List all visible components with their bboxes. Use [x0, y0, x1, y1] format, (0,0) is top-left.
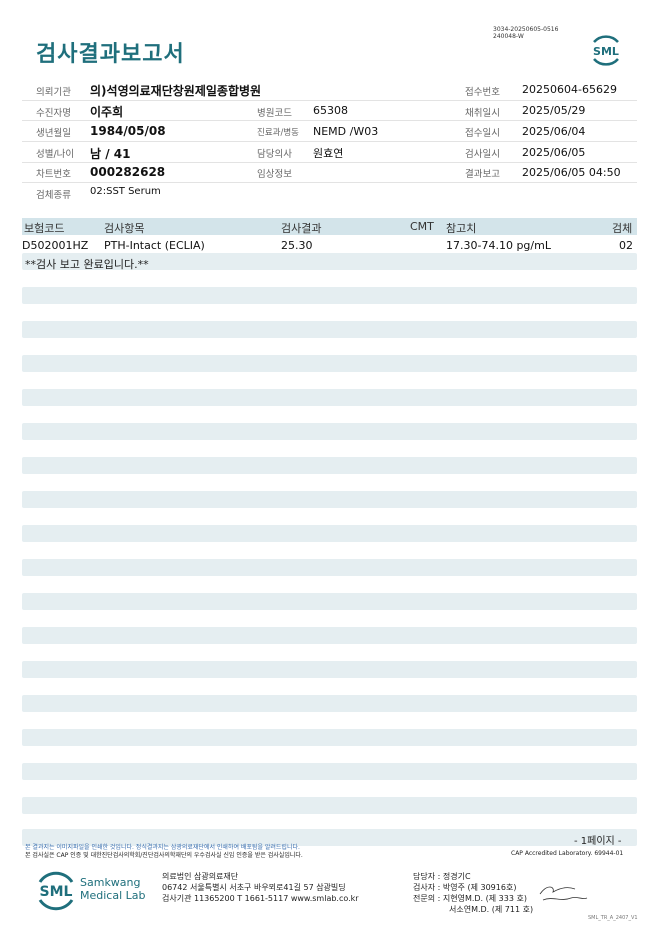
- org-name: 의료법인 삼광의료재단: [162, 872, 239, 881]
- sex-age-value: 남 / 41: [90, 147, 131, 161]
- table-stripe-row: [22, 491, 637, 508]
- receipt-date-value: 2025/06/04: [522, 125, 586, 138]
- brand-name: Samkwang Medical Lab: [80, 876, 146, 902]
- table-header: [22, 218, 637, 235]
- signature-icon: [539, 886, 588, 901]
- institution-value: 의)석영의료재단창원제일종합병원: [90, 84, 262, 98]
- table-stripe-row: [22, 627, 637, 644]
- col-item: 검사항목: [104, 222, 145, 235]
- manager: 담당자 : 정경기C: [413, 872, 471, 881]
- brand-line2: Medical Lab: [80, 889, 146, 902]
- row-ref: 17.30-74.10 pg/mL: [446, 239, 551, 252]
- table-stripe-row: [22, 287, 637, 304]
- report-date-value: 2025/06/05 04:50: [522, 166, 621, 179]
- collect-date-label: 채취일시: [465, 108, 500, 119]
- table-stripe-row: [22, 559, 637, 576]
- doc-id-line1: 3034-20250605-0516: [493, 26, 559, 33]
- sex-age-label: 성별/나이: [36, 149, 75, 160]
- test-date-label: 검사일시: [465, 149, 500, 160]
- hospital-code-value: 65308: [313, 104, 348, 117]
- tester: 검사자 : 박영주 (제 30916호): [413, 883, 517, 892]
- dept-label: 진료과/병동: [257, 128, 299, 138]
- specimen-value: 02:SST Serum: [90, 186, 161, 197]
- row-item: PTH-Intact (ECLIA): [104, 239, 205, 252]
- clinical-label: 임상정보: [257, 169, 292, 180]
- birth-label: 생년월일: [36, 128, 71, 139]
- table-stripe-row: [22, 593, 637, 610]
- institution-label: 의뢰기관: [36, 87, 71, 98]
- table-stripe-row: [22, 355, 637, 372]
- col-result: 검사결과: [281, 222, 322, 235]
- footer-band: [22, 829, 637, 846]
- cap-accreditation: CAP Accredited Laboratory. 69944-01: [511, 850, 624, 857]
- table-stripe-row: [22, 321, 637, 338]
- chart-no-value: 000282628: [90, 165, 166, 179]
- receipt-no-value: 20250604-65629: [522, 83, 617, 96]
- dept-value: NEMD /W03: [313, 125, 379, 138]
- table-stripe-row: [22, 661, 637, 678]
- org-info: 의료법인 삼광의료재단 06742 서울특별시 서초구 바우뫼로41길 57 삼…: [162, 871, 359, 904]
- form-code: SML_TR_A_2407_V1: [588, 915, 638, 921]
- collect-date-value: 2025/05/29: [522, 104, 586, 117]
- receipt-no-label: 접수번호: [465, 87, 500, 98]
- svg-text:SML: SML: [40, 884, 73, 900]
- document-id: 3034-20250605-0516 240048-W: [493, 26, 558, 40]
- staff-info: 담당자 : 정경기C 검사자 : 박영주 (제 30916호) 전문의 : 지현…: [413, 871, 533, 915]
- col-cmt: CMT: [410, 220, 434, 233]
- table-stripe-row: [22, 457, 637, 474]
- org-address: 06742 서울특별시 서초구 바우뫼로41길 57 삼광빌딩: [162, 883, 346, 892]
- hospital-code-label: 병원코드: [257, 108, 292, 119]
- birth-value: 1984/05/08: [90, 124, 166, 138]
- test-date-value: 2025/06/05: [522, 146, 586, 159]
- row-result: 25.30: [281, 239, 313, 252]
- report-date-label: 결과보고: [465, 169, 500, 180]
- doctor-label: 담당의사: [257, 149, 292, 160]
- doctor-value: 원효연: [313, 147, 344, 160]
- patient-value: 이주희: [90, 105, 124, 119]
- notice-image: 본 결과지는 이미지파일을 인쇄한 것입니다. 정식결과지는 삼광의료재단에서 …: [25, 844, 300, 851]
- chart-no-label: 차트번호: [36, 169, 71, 180]
- table-stripe-row: [22, 797, 637, 814]
- col-code: 보험코드: [24, 222, 65, 235]
- report-title: 검사결과보고서: [36, 42, 185, 67]
- col-specimen: 검체: [612, 222, 633, 235]
- table-stripe-row: [22, 253, 637, 270]
- table-stripe-row: [22, 729, 637, 746]
- table-stripe-row: [22, 763, 637, 780]
- table-stripe-row: [22, 525, 637, 542]
- doc-id-line2: 240048-W: [493, 33, 524, 40]
- table-stripe-row: [22, 423, 637, 440]
- specialist-2: 서소연M.D. (제 711 호): [449, 905, 534, 914]
- patient-label: 수진자명: [36, 108, 71, 119]
- col-ref: 참고치: [446, 222, 477, 235]
- page-number: - 1페이지 -: [574, 836, 622, 847]
- specialist-1: 전문의 : 지현영M.D. (제 333 호): [413, 894, 527, 903]
- table-stripe-row: [22, 695, 637, 712]
- org-contact: 검사기관 11365200 T 1661-5117 www.smlab.co.k…: [162, 894, 359, 903]
- report-complete-note: **검사 보고 완료입니다.**: [25, 258, 149, 271]
- row-code: D502001HZ: [22, 239, 89, 252]
- notice-cap: 본 검사실은 CAP 인증 및 대한진단검사의학회/진단검사의학재단의 우수검사…: [25, 852, 303, 859]
- sml-logo-icon: SML: [593, 35, 619, 66]
- brand-line1: Samkwang: [80, 876, 141, 889]
- svg-text:SML: SML: [593, 45, 619, 58]
- samkwang-logo-icon: SML: [38, 871, 74, 911]
- table-stripe-row: [22, 389, 637, 406]
- receipt-date-label: 접수일시: [465, 128, 500, 139]
- specimen-label: 검체종류: [36, 190, 71, 201]
- row-specimen: 02: [619, 239, 633, 252]
